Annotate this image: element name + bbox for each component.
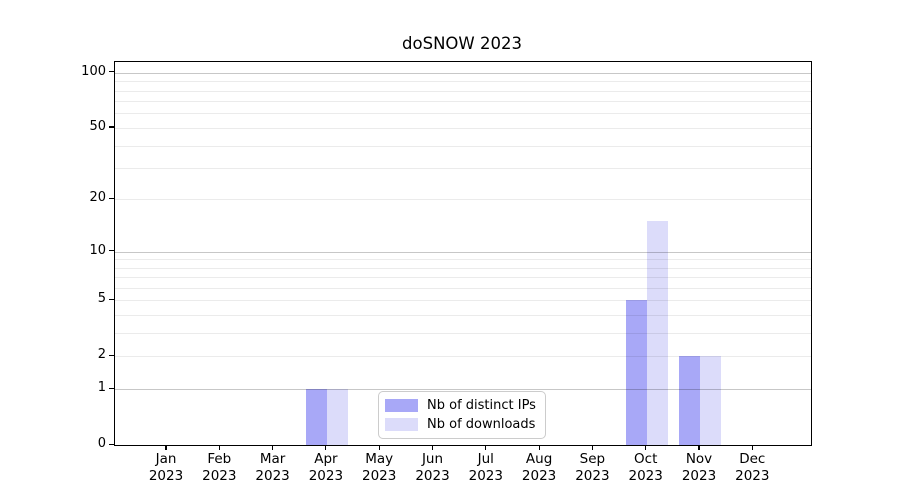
x-tick-month: Jan — [155, 451, 177, 467]
y-tick-mark — [109, 250, 114, 252]
gridline-major — [115, 389, 811, 391]
x-tick-mark — [591, 445, 593, 450]
y-tick-mark — [109, 71, 114, 73]
x-tick-label-jan: Jan 2023 — [134, 451, 198, 485]
x-tick-label-oct: Oct 2023 — [614, 451, 678, 485]
x-tick-label-nov: Nov 2023 — [667, 451, 731, 485]
x-tick-year: 2023 — [255, 468, 290, 484]
x-tick-mark — [485, 445, 487, 450]
x-tick-label-jul: Jul 2023 — [454, 451, 518, 485]
gridline-major — [115, 251, 811, 253]
x-tick-month: Aug — [525, 451, 553, 467]
chart-title: doSNOW 2023 — [402, 34, 522, 53]
y-tick-label: 2 — [97, 347, 106, 363]
legend-swatch-downloads-icon — [385, 418, 418, 431]
x-tick-mark — [325, 445, 327, 450]
gridline-minor — [115, 288, 811, 290]
y-tick-label: 5 — [97, 291, 106, 307]
bar-oct-distinct-ips — [625, 300, 647, 445]
gridline-minor — [115, 81, 811, 83]
x-tick-month: Apr — [314, 451, 338, 467]
y-tick-label: 0 — [97, 436, 106, 451]
bar-nov-downloads — [700, 356, 721, 445]
x-tick-mark — [645, 445, 647, 450]
y-tick-label: 100 — [81, 63, 106, 79]
gridline-minor — [115, 145, 811, 147]
bar-apr-downloads — [326, 389, 348, 445]
x-tick-mark — [538, 445, 540, 450]
y-tick-label: 1 — [97, 380, 106, 396]
x-tick-label-aug: Aug 2023 — [507, 451, 571, 485]
bar-nov-distinct-ips — [679, 356, 700, 445]
x-tick-month: Mar — [259, 451, 286, 467]
x-tick-year: 2023 — [362, 468, 397, 484]
gridline-minor — [115, 300, 811, 302]
x-tick-mark — [378, 445, 380, 450]
legend-entry-downloads: Nb of downloads — [385, 417, 537, 432]
x-tick-label-may: May 2023 — [347, 451, 411, 485]
bar-apr-distinct-ips — [305, 389, 327, 445]
x-tick-year: 2023 — [735, 468, 770, 484]
gridline-minor — [115, 267, 811, 269]
y-tick-label: 10 — [89, 242, 106, 258]
gridline-minor — [115, 90, 811, 92]
x-tick-month: Sep — [579, 451, 606, 467]
gridline-minor — [115, 199, 811, 201]
y-tick-mark — [109, 197, 114, 200]
x-tick-year: 2023 — [148, 468, 184, 484]
x-tick-year: 2023 — [308, 468, 344, 484]
y-tick-mark — [109, 126, 114, 128]
plot-area — [114, 61, 812, 446]
x-tick-month: Feb — [207, 451, 232, 467]
x-tick-month: Oct — [634, 451, 658, 467]
bar-oct-downloads — [646, 221, 668, 445]
x-tick-label-dec: Dec 2023 — [720, 451, 784, 485]
gridline-minor — [115, 168, 811, 170]
legend: Nb of distinct IPs Nb of downloads — [378, 391, 546, 439]
x-tick-year: 2023 — [415, 468, 450, 484]
gridline-minor — [115, 113, 811, 115]
y-tick-mark — [109, 298, 114, 301]
x-tick-label-mar: Mar 2023 — [241, 451, 305, 485]
gridline-minor — [115, 127, 811, 129]
x-tick-label-jun: Jun 2023 — [401, 451, 465, 485]
legend-swatch-distinct-ips-icon — [385, 399, 418, 412]
x-tick-mark — [165, 445, 167, 450]
x-tick-month: Jul — [477, 451, 494, 467]
x-tick-label-feb: Feb 2023 — [187, 451, 251, 485]
y-tick-label: 50 — [89, 118, 106, 134]
gridline-minor — [115, 101, 811, 103]
x-tick-year: 2023 — [575, 468, 610, 484]
gridline-major — [115, 72, 811, 74]
x-tick-year: 2023 — [468, 468, 503, 484]
gridline-minor — [115, 315, 811, 317]
x-tick-label-sep: Sep 2023 — [560, 451, 624, 485]
x-tick-month: Nov — [685, 451, 713, 467]
x-tick-month: May — [365, 451, 394, 467]
gridline-minor — [115, 356, 811, 358]
gridline-minor — [115, 277, 811, 279]
x-tick-mark — [751, 445, 753, 450]
gridline-minor — [115, 333, 811, 335]
x-tick-year: 2023 — [202, 468, 237, 484]
x-tick-month: Jun — [421, 451, 444, 467]
y-tick-label: 20 — [89, 190, 106, 206]
legend-label-downloads: Nb of downloads — [427, 417, 536, 432]
x-tick-mark — [218, 445, 220, 450]
x-tick-mark — [272, 445, 274, 450]
x-tick-month: Dec — [739, 451, 766, 467]
x-tick-mark — [698, 445, 700, 450]
y-tick-mark — [109, 354, 114, 357]
y-tick-mark — [109, 443, 114, 445]
y-tick-mark — [109, 387, 114, 389]
x-tick-year: 2023 — [521, 468, 557, 484]
x-tick-year: 2023 — [681, 468, 717, 484]
legend-entry-distinct-ips: Nb of distinct IPs — [385, 398, 537, 413]
gridline-minor — [115, 259, 811, 261]
x-tick-label-apr: Apr 2023 — [294, 451, 358, 485]
x-tick-mark — [431, 445, 434, 450]
x-tick-year: 2023 — [628, 468, 663, 484]
legend-label-distinct-ips: Nb of distinct IPs — [427, 398, 536, 413]
